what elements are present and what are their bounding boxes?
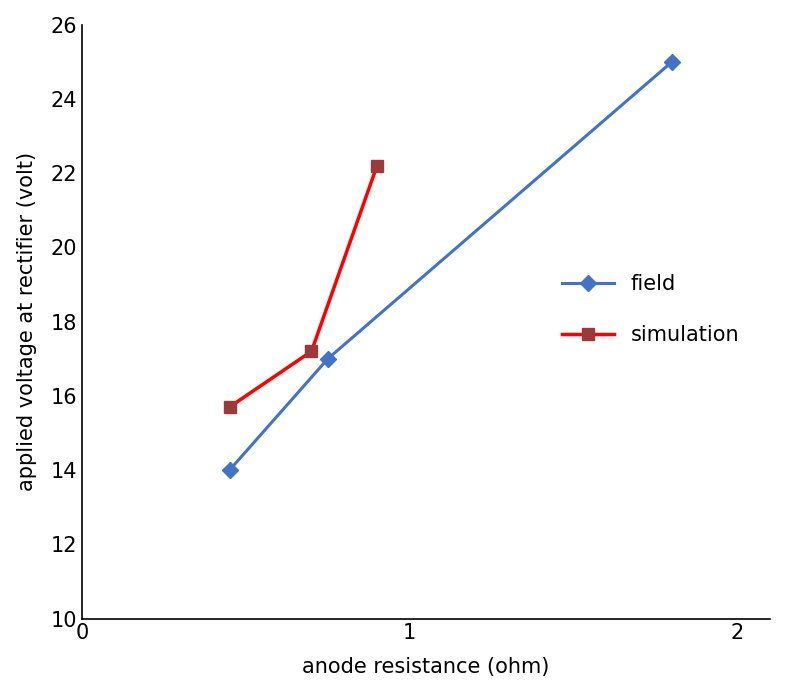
Line: simulation: simulation xyxy=(224,160,383,413)
Y-axis label: applied voltage at rectifier (volt): applied voltage at rectifier (volt) xyxy=(17,152,37,491)
Line: field: field xyxy=(224,56,678,475)
field xyxy=(225,466,235,474)
X-axis label: anode resistance (ohm): anode resistance (ohm) xyxy=(302,657,550,677)
field xyxy=(667,58,677,66)
Legend: field, simulation: field, simulation xyxy=(562,274,739,346)
field xyxy=(323,355,333,363)
simulation xyxy=(307,347,316,355)
simulation xyxy=(225,403,235,411)
simulation xyxy=(372,162,382,170)
